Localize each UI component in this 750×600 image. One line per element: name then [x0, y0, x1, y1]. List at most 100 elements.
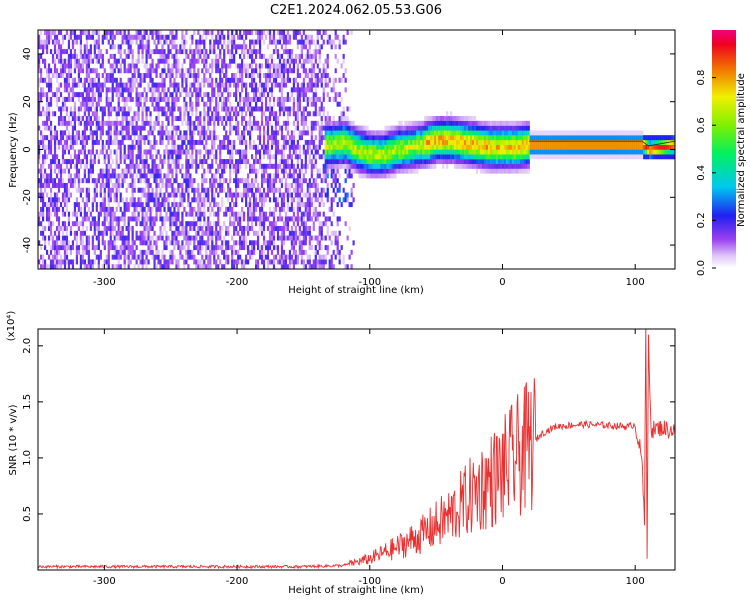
heatmap-cell [197, 30, 200, 35]
heatmap-cell [282, 82, 286, 88]
heatmap-cell [177, 264, 180, 269]
heatmap-cell [258, 44, 262, 50]
heatmap-cell [43, 159, 47, 165]
heatmap-cell [125, 254, 128, 260]
heatmap-cell [314, 249, 317, 255]
heatmap-cell [97, 44, 100, 50]
heatmap-cell [239, 245, 242, 251]
heatmap-cell [235, 216, 238, 222]
heatmap-cell [310, 34, 313, 40]
heatmap-cell [85, 264, 88, 269]
heatmap-cell [251, 245, 254, 251]
heatmap-cell [85, 63, 88, 69]
heatmap-cell [352, 149, 355, 155]
heatmap-cell [282, 168, 286, 174]
heatmap-cell [163, 159, 166, 165]
heatmap-cell [191, 92, 194, 98]
heatmap-cell [83, 87, 86, 93]
heatmap-cell [199, 135, 202, 141]
heatmap-cell [89, 163, 92, 169]
heatmap-cell [280, 130, 284, 136]
heatmap-cell [51, 254, 55, 260]
heatmap-cell [215, 82, 218, 88]
heatmap-cell [183, 44, 186, 50]
heatmap-cell [93, 68, 96, 74]
heatmap-cell [87, 264, 90, 269]
heatmap-cell [125, 130, 128, 136]
heatmap-cell [302, 192, 305, 198]
heatmap-cell [91, 130, 94, 136]
heatmap-cell [117, 87, 120, 93]
heatmap-cell [169, 221, 172, 227]
heatmap-cell [67, 82, 71, 88]
heatmap-cell [282, 139, 286, 145]
heatmap-cell [338, 259, 341, 265]
heatmap-cell [201, 173, 204, 179]
heatmap-cell [73, 82, 77, 88]
heatmap-cell [43, 144, 47, 150]
heatmap-cell [304, 44, 307, 50]
heatmap-cell [235, 168, 238, 174]
heatmap-cell [171, 211, 174, 217]
heatmap-cell [129, 149, 132, 155]
heatmap-cell [111, 221, 114, 227]
heatmap-cell [97, 216, 100, 222]
heatmap-cell [251, 30, 254, 35]
heatmap-cell [111, 211, 114, 217]
heatmap-cell [262, 87, 266, 93]
heatmap-cell [237, 182, 240, 188]
heatmap-cell [229, 202, 232, 208]
heatmap-cell [270, 221, 274, 227]
heatmap-cell [153, 178, 156, 184]
heatmap-cell [306, 39, 309, 45]
heatmap-cell [61, 154, 65, 160]
heatmap-cell [282, 135, 286, 141]
heatmap-cell [229, 111, 232, 117]
heatmap-cell [221, 168, 224, 174]
heatmap-cell [239, 53, 242, 59]
heatmap-cell [61, 116, 65, 122]
heatmap-cell [47, 197, 51, 203]
heatmap-cell [83, 202, 86, 208]
heatmap-cell [125, 187, 128, 193]
heatmap-cell [225, 225, 228, 231]
heatmap-cell [237, 192, 240, 198]
heatmap-cell [276, 259, 280, 265]
heatmap-cell [302, 39, 305, 45]
heatmap-cell [59, 44, 63, 50]
heatmap-cell [219, 159, 222, 165]
heatmap-cell [167, 182, 170, 188]
heatmap-cell [65, 73, 69, 78]
heatmap-cell [133, 211, 136, 217]
heatmap-cell [280, 144, 284, 150]
heatmap-cell [175, 101, 178, 107]
heatmap-cell [53, 125, 57, 131]
heatmap-cell [318, 154, 321, 160]
heatmap-cell [173, 197, 176, 203]
heatmap-cell [213, 178, 216, 184]
heatmap-cell [205, 135, 208, 141]
heatmap-cell [312, 49, 315, 55]
heatmap-cell [235, 202, 238, 208]
heatmap-cell [346, 144, 349, 150]
heatmap-cell [85, 101, 88, 107]
heatmap-cell [388, 163, 391, 169]
heatmap-cell [350, 125, 353, 131]
heatmap-cell [268, 96, 272, 102]
heatmap-cell [43, 44, 47, 50]
heatmap-cell [241, 259, 244, 265]
heatmap-cell [251, 154, 254, 160]
heatmap-cell [85, 120, 88, 126]
heatmap-cell [97, 82, 100, 88]
heatmap-cell [326, 116, 329, 122]
heatmap-cell [113, 149, 116, 155]
heatmap-cell [103, 168, 106, 174]
heatmap-cell [151, 192, 154, 198]
heatmap-cell [288, 192, 292, 198]
heatmap-cell [49, 101, 53, 107]
heatmap-cell [85, 235, 88, 241]
heatmap-cell [272, 211, 276, 217]
heatmap-cell [125, 135, 128, 141]
heatmap-cell [346, 139, 349, 145]
heatmap-cell [49, 259, 53, 265]
